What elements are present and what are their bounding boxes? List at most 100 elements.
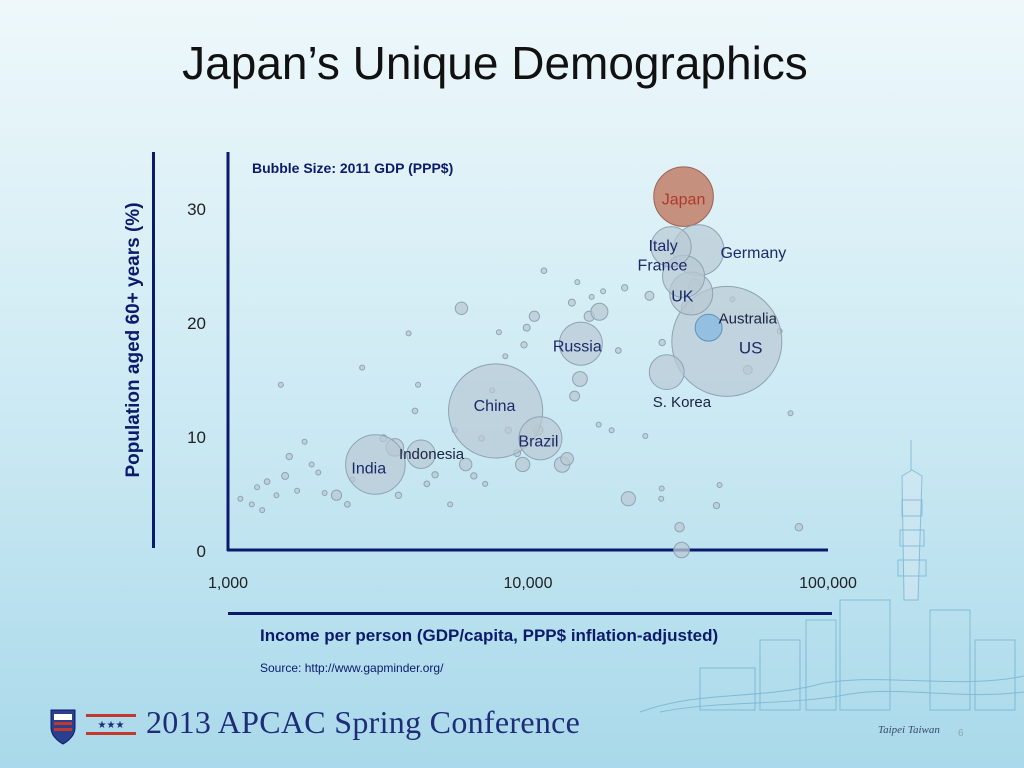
point-label-s-korea: S. Korea xyxy=(653,394,712,411)
apcac-seal-logo xyxy=(50,709,76,745)
country-bubble xyxy=(528,310,540,322)
country-bubble xyxy=(620,284,629,292)
x-tick-label: 100,000 xyxy=(799,575,857,592)
country-bubble xyxy=(447,501,454,508)
country-bubble xyxy=(712,501,721,510)
point-label-russia: Russia xyxy=(553,339,602,356)
country-bubble xyxy=(301,438,308,445)
country-bubble xyxy=(495,329,502,336)
city-tag: Taipei Taiwan xyxy=(878,724,940,736)
country-bubble xyxy=(658,495,665,502)
country-bubble xyxy=(248,501,255,508)
country-bubble xyxy=(716,482,723,489)
country-bubble xyxy=(423,480,431,488)
slide-title: Japan’s Unique Demographics xyxy=(182,37,808,89)
country-bubble xyxy=(281,471,290,480)
axes: 0 10 20 30 1,000 10,000 100,000 xyxy=(187,152,857,592)
country-bubble xyxy=(394,491,403,499)
conference-title: 2013 APCAC Spring Conference xyxy=(146,704,581,740)
country-bubble-s-korea xyxy=(648,354,685,391)
x-tick-label: 1,000 xyxy=(208,575,248,592)
country-bubble xyxy=(600,288,607,295)
point-label-uk: UK xyxy=(671,289,694,306)
country-bubble xyxy=(574,279,581,286)
country-bubble xyxy=(431,471,439,479)
point-label-us: US xyxy=(739,338,763,357)
country-bubble xyxy=(590,302,609,321)
point-label-india: India xyxy=(351,461,386,478)
country-bubble-russia xyxy=(558,321,603,366)
country-bubble xyxy=(567,298,576,307)
y-tick-label: 0 xyxy=(197,542,206,561)
country-bubble xyxy=(482,480,489,487)
country-bubble xyxy=(569,390,581,402)
point-label-china: China xyxy=(474,398,516,415)
country-bubble xyxy=(308,461,315,468)
country-bubble xyxy=(588,293,595,300)
country-bubble xyxy=(540,267,548,275)
bubbles xyxy=(237,166,804,559)
country-bubble xyxy=(277,381,284,388)
country-bubble xyxy=(470,472,478,480)
point-label-japan: Japan xyxy=(662,192,706,209)
country-bubble-italy xyxy=(650,226,692,268)
country-bubble xyxy=(614,347,622,354)
country-bubble xyxy=(405,330,412,337)
country-bubble xyxy=(415,381,422,388)
country-bubble xyxy=(330,489,343,501)
country-bubble xyxy=(620,491,636,507)
country-bubble xyxy=(454,301,469,316)
country-bubble xyxy=(644,290,655,301)
country-bubble xyxy=(522,323,531,332)
country-bubble xyxy=(502,353,509,360)
y-tick-label: 30 xyxy=(187,200,206,219)
country-bubble xyxy=(515,456,531,473)
country-bubble xyxy=(359,364,366,371)
point-label-brazil: Brazil xyxy=(518,433,558,450)
y-label-rule xyxy=(152,152,155,548)
y-tick-label: 20 xyxy=(187,314,206,333)
country-bubble xyxy=(263,478,271,485)
point-labels: Japan Italy Germany France UK Australia US Russ… xyxy=(351,192,786,478)
country-bubble xyxy=(237,495,244,502)
country-bubble xyxy=(560,451,574,466)
point-label-australia: Australia xyxy=(719,311,778,328)
country-bubble xyxy=(642,433,649,439)
country-bubble xyxy=(411,407,419,415)
amcham-flag-logo: ★★★ xyxy=(86,714,136,735)
country-bubble xyxy=(459,457,473,472)
country-bubble-australia xyxy=(694,313,723,342)
country-bubble-brazil xyxy=(518,416,563,461)
x-axis-label: Income per person (GDP/capita, PPP$ infl… xyxy=(260,626,719,645)
country-bubble xyxy=(674,521,685,533)
country-bubble xyxy=(273,492,280,499)
country-bubble xyxy=(595,421,602,428)
point-label-france: France xyxy=(638,257,688,274)
country-bubble xyxy=(294,487,301,494)
y-tick-label: 10 xyxy=(187,428,206,447)
country-bubble xyxy=(658,485,665,492)
country-bubble-indonesia xyxy=(406,439,436,469)
taipei-skyline-illustration xyxy=(639,440,1024,713)
point-label-italy: Italy xyxy=(648,238,677,255)
country-bubble xyxy=(259,507,266,514)
source-note: Source: http://www.gapminder.org/ xyxy=(260,661,444,675)
point-label-indonesia: Indonesia xyxy=(399,446,465,463)
svg-text:★★★: ★★★ xyxy=(98,720,125,731)
country-bubble xyxy=(285,452,293,461)
point-label-germany: Germany xyxy=(720,245,786,262)
country-bubble xyxy=(794,522,804,532)
country-bubble-india xyxy=(345,434,406,495)
country-bubble xyxy=(608,427,615,434)
country-bubble xyxy=(254,484,261,491)
bubble-size-note: Bubble Size: 2011 GDP (PPP$) xyxy=(252,160,454,176)
country-bubble xyxy=(658,338,666,347)
country-bubble xyxy=(673,541,690,559)
country-bubble xyxy=(787,410,794,417)
country-bubble xyxy=(315,469,322,476)
country-bubble xyxy=(344,501,351,508)
country-bubble xyxy=(520,341,528,349)
page-number: 6 xyxy=(958,728,964,739)
country-bubble xyxy=(572,371,588,387)
